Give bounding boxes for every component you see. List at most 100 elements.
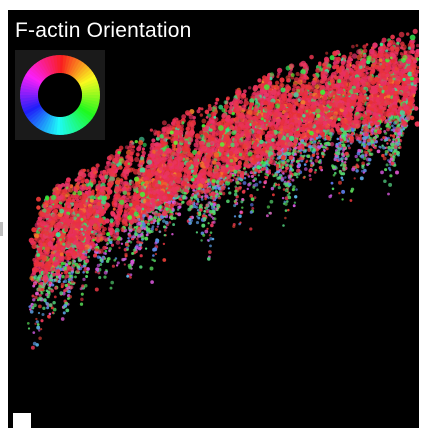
filament-dot: [60, 317, 65, 321]
filament-dot: [109, 240, 113, 245]
filament-dot: [71, 259, 75, 262]
filament-dot: [289, 177, 292, 181]
filament-dot: [133, 226, 137, 229]
filament-dot: [123, 263, 126, 266]
filament-dot: [356, 158, 360, 162]
filament-dot: [227, 187, 230, 190]
filament-dot: [131, 252, 134, 255]
filament-dot: [355, 169, 359, 173]
filament-dot: [32, 298, 36, 302]
filament-dot: [163, 233, 167, 237]
filament-dot: [277, 185, 281, 190]
filament-dot: [310, 156, 314, 160]
filament-dot: [68, 271, 71, 275]
filament-dot: [362, 171, 365, 174]
filament-dot: [394, 131, 397, 135]
filament-dot: [287, 185, 290, 188]
filament-dot: [387, 145, 392, 150]
filament-dot: [96, 263, 101, 268]
filament-dot: [314, 158, 319, 163]
filament-dot: [332, 173, 336, 177]
filament-dot: [346, 140, 349, 143]
filament-dot: [356, 165, 360, 169]
filament-dot: [195, 202, 199, 206]
filament-dot: [52, 307, 57, 312]
filament-dot: [31, 227, 37, 233]
filament-dot: [196, 215, 199, 218]
filament-dot: [60, 272, 64, 275]
filament-dot: [251, 206, 255, 210]
filament-dot: [365, 71, 369, 75]
filament-dot: [350, 189, 354, 193]
filament-dot: [204, 206, 209, 211]
filament-dot: [132, 248, 136, 252]
filament-dot: [46, 306, 50, 310]
filament-dot: [395, 170, 399, 175]
filament-dot: [145, 233, 149, 237]
filament-dot: [212, 202, 216, 207]
filament-dot: [341, 140, 345, 144]
filament-dot: [356, 151, 361, 156]
filament-dot: [252, 185, 256, 189]
filament-dot: [29, 276, 34, 281]
filament-dot: [67, 297, 70, 300]
filament-dot: [233, 215, 237, 218]
filament-dot: [250, 197, 255, 201]
filament-dot: [202, 217, 207, 222]
filament-dot: [284, 196, 289, 201]
filament-dot: [202, 233, 206, 237]
filament-dot: [209, 164, 213, 168]
filament-dot: [262, 185, 266, 189]
filament-dot: [309, 159, 313, 163]
filament-dot: [140, 217, 144, 221]
filament-dot: [29, 308, 32, 311]
filament-dot: [250, 174, 254, 178]
filament-dot: [397, 146, 401, 149]
filament-dot: [383, 179, 387, 183]
filament-dot: [115, 264, 119, 267]
filament-dot: [149, 215, 153, 219]
filament-dot: [363, 150, 367, 154]
filament-dot: [330, 181, 334, 185]
filament-dot: [63, 289, 67, 293]
filament-dot: [110, 280, 114, 285]
filament-dot: [201, 223, 206, 228]
filament-dot: [265, 214, 269, 218]
filament-dot: [212, 205, 216, 209]
filament-dot: [255, 100, 259, 104]
filament-dot: [264, 175, 267, 179]
filament-dot: [129, 229, 133, 233]
filament-dot: [164, 220, 169, 225]
filament-dot: [31, 243, 37, 250]
filament-dot: [76, 269, 80, 273]
filament-dot: [155, 136, 160, 141]
filament-dot: [65, 274, 70, 279]
filament-dot: [322, 101, 327, 106]
filament-dot: [309, 138, 312, 142]
filament-dot: [200, 239, 203, 242]
filament-dot: [52, 300, 56, 305]
filament-dot: [334, 171, 337, 175]
filament-dot: [171, 233, 174, 236]
filament-dot: [309, 163, 313, 167]
filament-dot: [94, 270, 98, 274]
filament-dot: [207, 222, 210, 225]
filament-dot: [331, 187, 335, 191]
filament-dot: [67, 278, 71, 282]
filament-dot: [270, 125, 275, 130]
filament-dot: [320, 85, 325, 90]
filament-dot: [200, 198, 204, 201]
filament-dot: [388, 182, 393, 187]
filament-dot: [195, 221, 200, 225]
filament-dot: [116, 261, 120, 265]
filament-dot: [386, 127, 390, 132]
filament-dot: [280, 176, 285, 181]
filament-dot: [118, 246, 121, 250]
filament-dot: [321, 96, 328, 102]
filament-dot: [366, 163, 369, 167]
filament-dot: [192, 157, 199, 163]
filament-dot: [387, 166, 391, 170]
filament-dot: [200, 195, 204, 199]
filament-dot: [354, 154, 358, 159]
filament-dot: [341, 143, 346, 148]
